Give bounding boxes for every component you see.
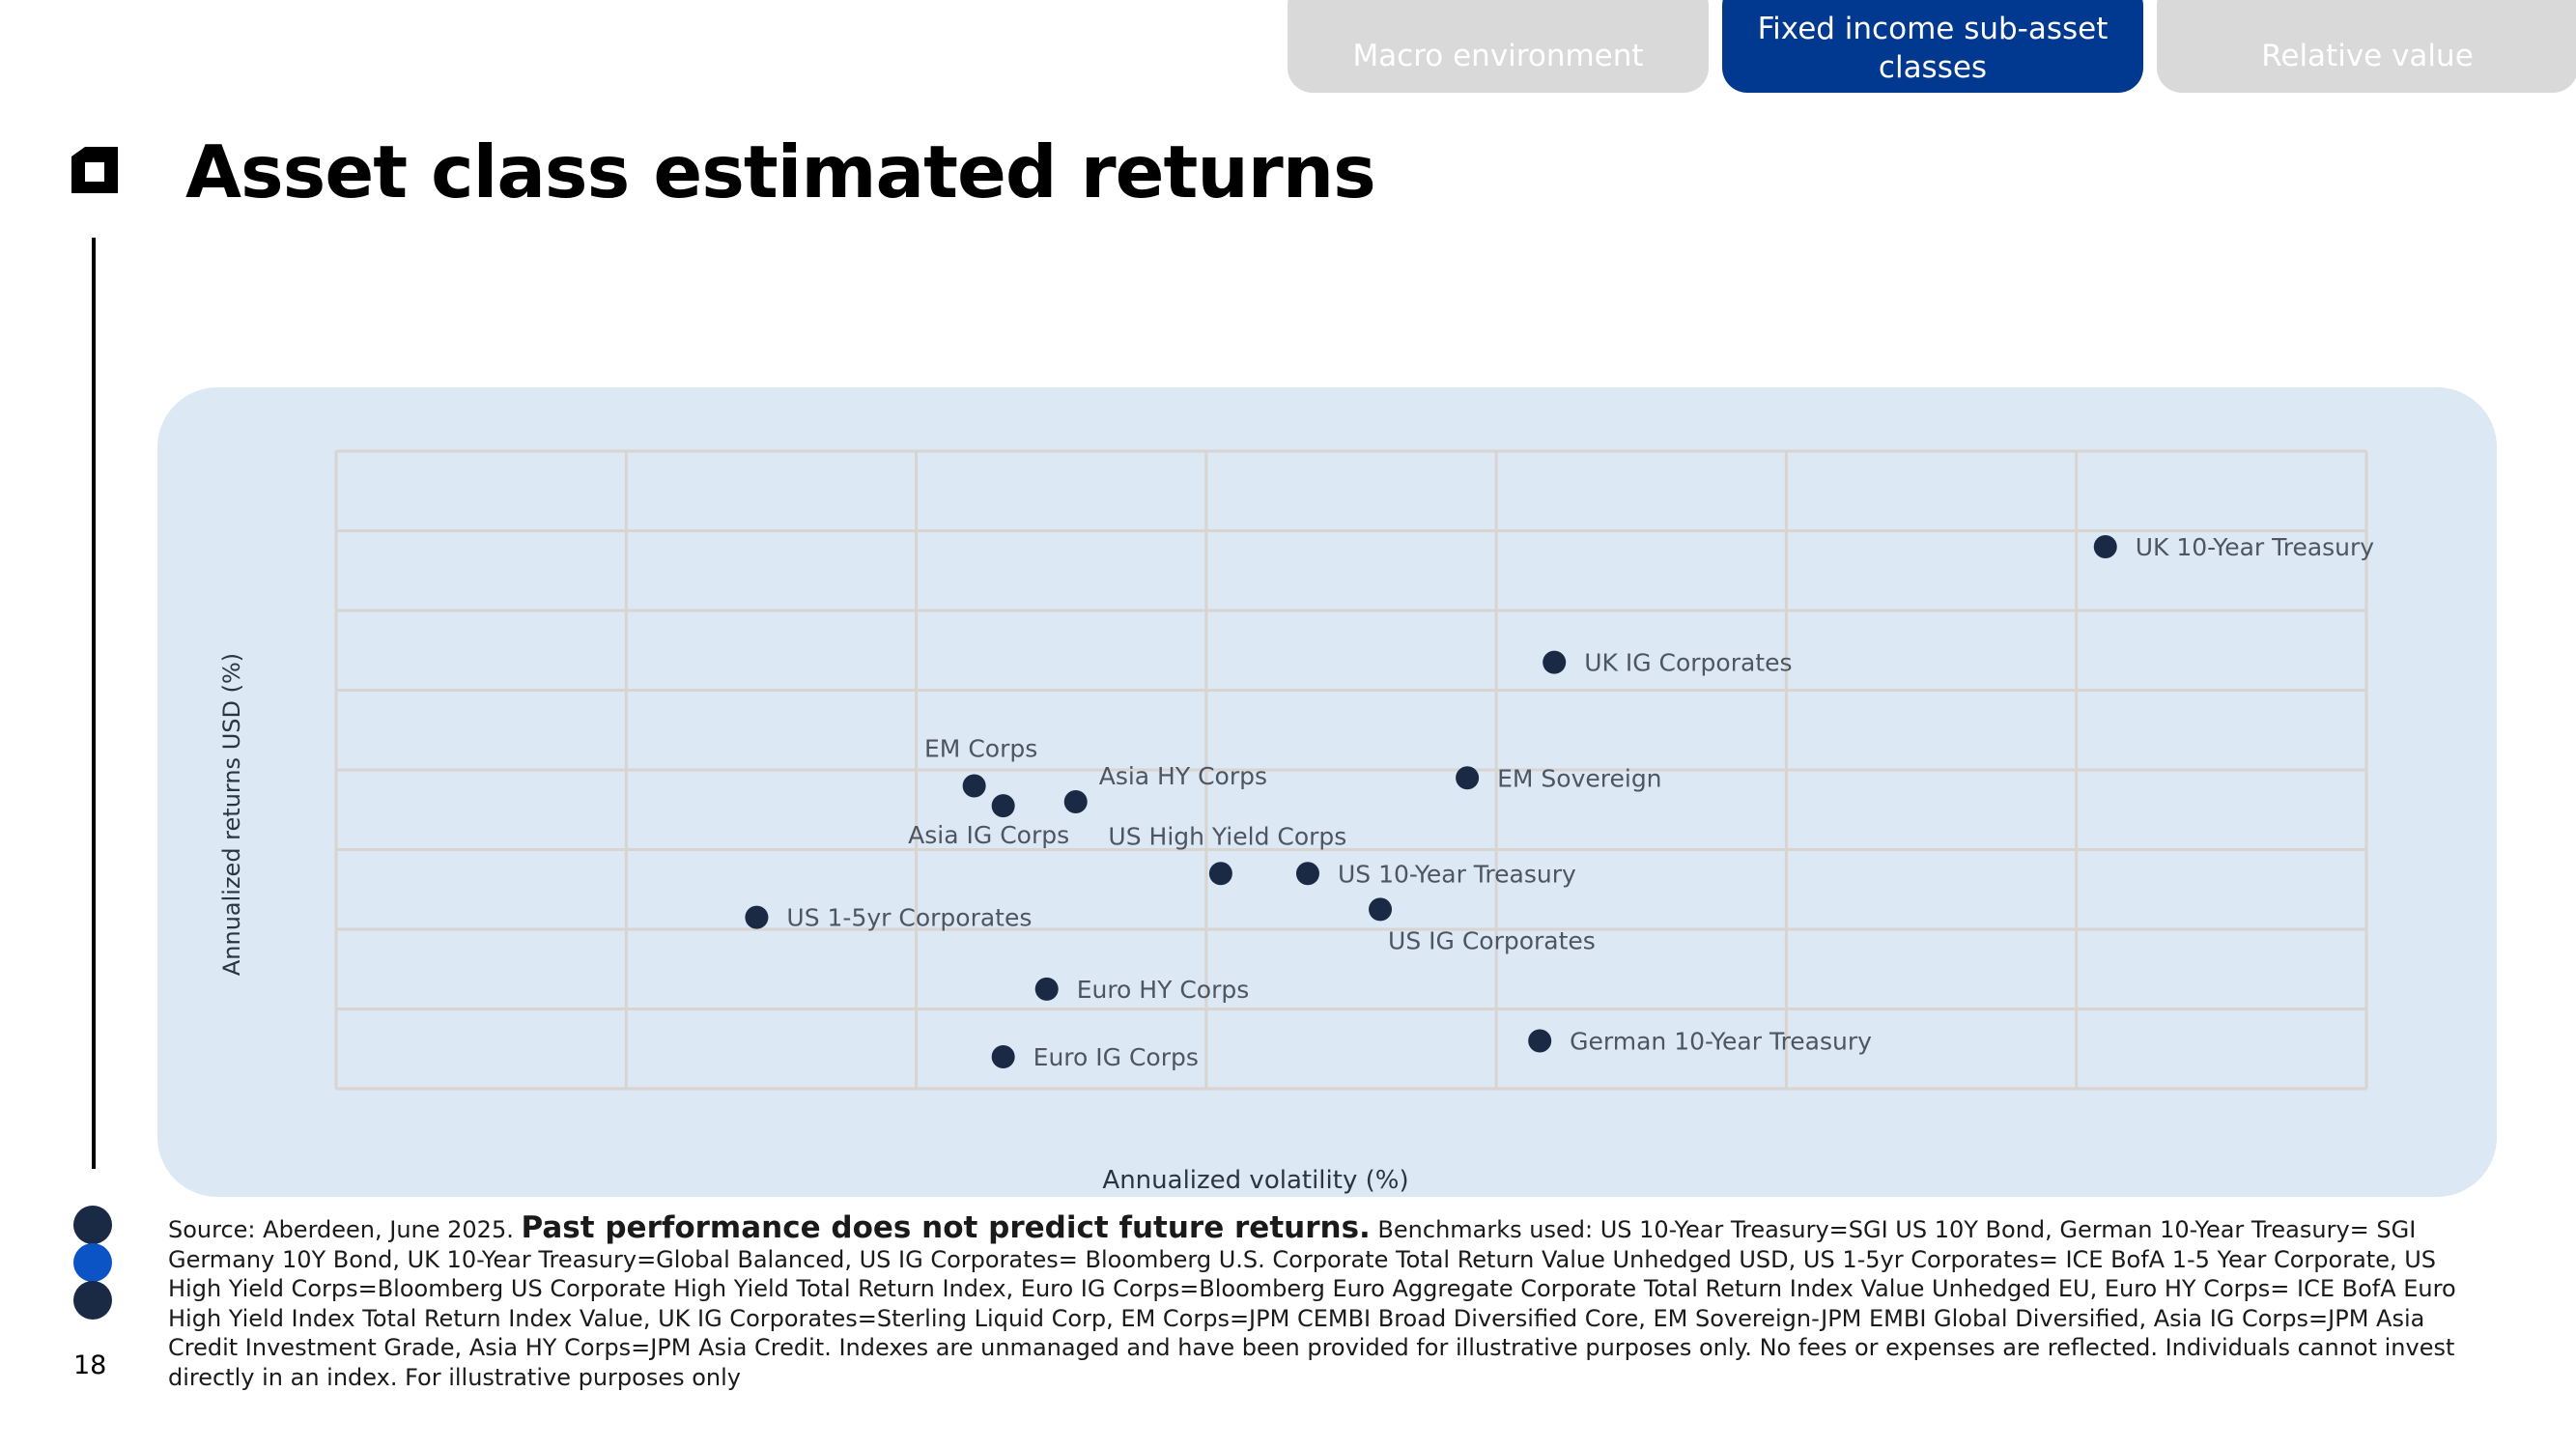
chart-panel (157, 387, 2497, 1197)
point-label-asia-hy-corps: Asia HY Corps (1099, 762, 1267, 790)
point-us-high-yield-corps (1208, 862, 1232, 886)
page-title: Asset class estimated returns (185, 129, 1376, 214)
point-label-em-sovereign: EM Sovereign (1497, 764, 1661, 792)
point-euro-ig-corps (991, 1045, 1015, 1068)
point-euro-hy-corps (1034, 977, 1059, 1001)
point-label-us-1-5yr-corporates: US 1-5yr Corporates (786, 904, 1032, 932)
performance-disclaimer: Past performance does not predict future… (521, 1210, 1371, 1245)
tab-macro-environment[interactable]: Macro environment (1288, 0, 1709, 93)
point-us-1-5yr-corporates (745, 905, 769, 929)
point-label-us-high-yield-corps: US High Yield Corps (1108, 822, 1346, 850)
chart-grid (334, 449, 2368, 1091)
source-footnote: Source: Aberdeen, June 2025. Past perfor… (168, 1213, 2486, 1392)
point-asia-ig-corps (991, 794, 1015, 818)
point-us-ig-corporates (1369, 897, 1393, 922)
tab-label: Relative value (2261, 39, 2474, 73)
point-em-corps (962, 774, 986, 798)
decorative-dot (73, 1206, 112, 1244)
point-label-uk-10-year-treasury: UK 10-Year Treasury (2136, 533, 2375, 561)
aberdeen-logo-icon (71, 147, 118, 193)
point-label-us-ig-corporates: US IG Corporates (1388, 926, 1596, 954)
page-number: 18 (73, 1350, 107, 1380)
x-axis-label: Annualized volatility (%) (1102, 1166, 1409, 1195)
point-label-uk-ig-corporates: UK IG Corporates (1584, 649, 1792, 677)
point-em-sovereign (1456, 766, 1480, 790)
point-label-us-10-year-treasury: US 10-Year Treasury (1338, 860, 1576, 888)
point-label-em-corps: EM Corps (924, 735, 1037, 763)
tab-label: Fixed income sub-asset classes (1757, 12, 2109, 85)
chart-points: UK 10-Year Treasury UK IG Corporates EM So… (745, 533, 2374, 1071)
y-axis-label: Annualized returns USD (%) (218, 652, 245, 977)
tab-fixed-income-sub-asset-classes[interactable]: Fixed income sub-asset classes (1722, 0, 2143, 93)
point-uk-10-year-treasury (2093, 535, 2117, 558)
source-benchmarks: Benchmarks used: US 10-Year Treasury=SGI… (168, 1216, 2456, 1391)
decorative-dot (73, 1243, 112, 1282)
point-german-10-year-treasury (1528, 1029, 1552, 1053)
decorative-dot (73, 1281, 112, 1320)
source-prefix: Source: Aberdeen, June 2025. (168, 1216, 522, 1243)
point-label-asia-ig-corps: Asia IG Corps (908, 821, 1069, 849)
tab-label: Macro environment (1352, 39, 1644, 73)
point-uk-ig-corporates (1543, 650, 1567, 674)
point-us-10-year-treasury (1295, 862, 1319, 886)
side-divider (92, 238, 96, 1169)
point-label-euro-hy-corps: Euro HY Corps (1077, 976, 1250, 1004)
point-label-euro-ig-corps: Euro IG Corps (1033, 1043, 1199, 1071)
point-asia-hy-corps (1063, 790, 1088, 813)
point-label-german-10-year-treasury: German 10-Year Treasury (1570, 1028, 1872, 1056)
tab-relative-value[interactable]: Relative value (2157, 0, 2576, 93)
